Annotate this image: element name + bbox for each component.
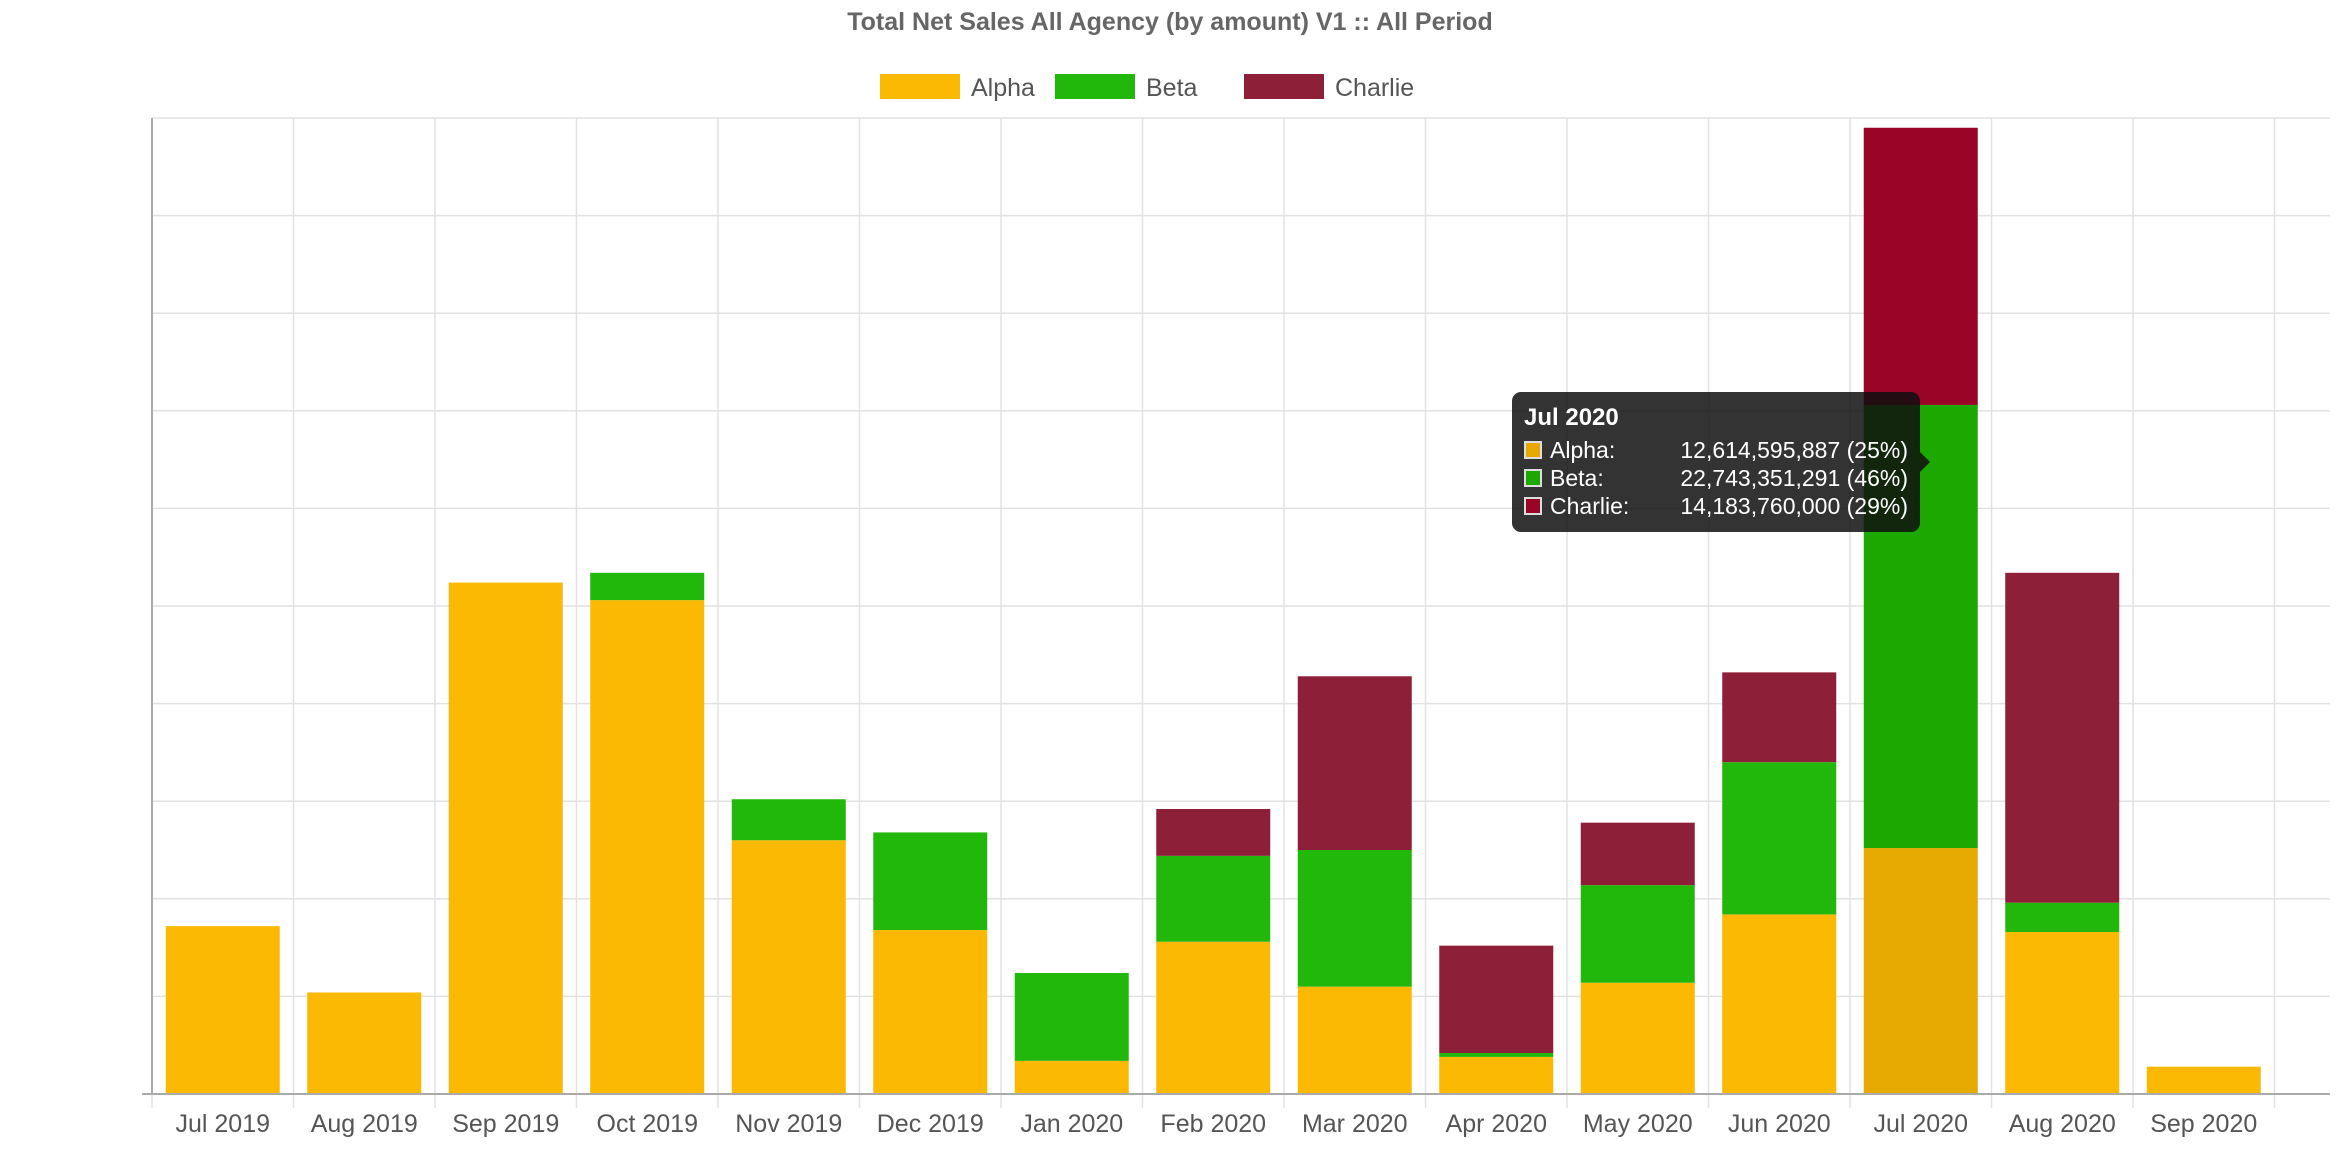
bar-alpha-jul-2020[interactable] — [1863, 848, 1978, 1094]
bar-alpha-dec-2019[interactable] — [873, 930, 988, 1094]
axes — [142, 118, 2330, 1095]
bar-beta-may-2020[interactable] — [1580, 885, 1695, 983]
tooltip-pointer — [1920, 452, 1930, 472]
tooltip-row-alpha: Alpha: 12,614,595,887 (25%) — [1524, 436, 1908, 464]
legend-label-alpha[interactable]: Alpha — [971, 74, 1035, 102]
tooltip-label-charlie: Charlie: — [1550, 493, 1630, 519]
x-tick-label: Jul 2020 — [1873, 1110, 1968, 1138]
bar-charlie-jun-2020[interactable] — [1722, 672, 1837, 763]
x-tick-label: Sep 2019 — [452, 1110, 559, 1138]
bar-beta-jun-2020[interactable] — [1722, 762, 1837, 915]
bars — [165, 127, 2261, 1094]
legend-label-charlie[interactable]: Charlie — [1335, 74, 1414, 102]
x-tick-label: Apr 2020 — [1446, 1110, 1547, 1138]
tooltip-swatch-charlie — [1524, 497, 1542, 515]
tooltip: Jul 2020 Alpha: 12,614,595,887 (25%) Bet… — [1512, 392, 1920, 532]
x-tick-label: Aug 2019 — [311, 1110, 418, 1138]
x-tick-label: Sep 2020 — [2150, 1110, 2257, 1138]
bar-charlie-aug-2020[interactable] — [2005, 572, 2120, 903]
x-tick-label: Nov 2019 — [735, 1110, 842, 1138]
tooltip-title: Jul 2020 — [1524, 404, 1619, 431]
tooltip-row-charlie: Charlie: 14,183,760,000 (29%) — [1524, 492, 1908, 520]
tooltip-row-beta: Beta: 22,743,351,291 (46%) — [1524, 464, 1908, 492]
bar-alpha-sep-2019[interactable] — [448, 582, 563, 1094]
tooltip-value-alpha: 12,614,595,887 (25%) — [1680, 437, 1908, 463]
bar-beta-nov-2019[interactable] — [731, 799, 846, 841]
x-tick-label: Dec 2019 — [877, 1110, 984, 1138]
x-tick-label: Oct 2019 — [597, 1110, 698, 1138]
x-tick-label: Aug 2020 — [2009, 1110, 2116, 1138]
bar-alpha-nov-2019[interactable] — [731, 840, 846, 1094]
bar-alpha-sep-2020[interactable] — [2146, 1066, 2261, 1094]
bar-alpha-jan-2020[interactable] — [1014, 1060, 1129, 1094]
x-tick-label: Jan 2020 — [1020, 1110, 1123, 1138]
bar-charlie-mar-2020[interactable] — [1297, 676, 1412, 850]
bar-alpha-aug-2019[interactable] — [307, 992, 422, 1094]
legend-swatch-beta[interactable] — [1055, 74, 1135, 99]
bar-beta-oct-2019[interactable] — [590, 572, 705, 601]
chart-title: Total Net Sales All Agency (by amount) V… — [847, 8, 1492, 36]
bar-alpha-feb-2020[interactable] — [1156, 941, 1271, 1094]
legend-swatch-charlie[interactable] — [1244, 74, 1324, 99]
bar-charlie-feb-2020[interactable] — [1156, 809, 1271, 856]
x-axis-tick-labels: Jul 2019 Aug 2019 Sep 2019 Oct 2019 Nov 2019… — [175, 1110, 2257, 1138]
tooltip-value-beta: 22,743,351,291 (46%) — [1680, 465, 1908, 491]
bar-alpha-jul-2019[interactable] — [165, 926, 280, 1094]
tooltip-swatch-beta — [1524, 469, 1542, 487]
bar-charlie-jul-2020[interactable] — [1863, 127, 1978, 405]
bar-alpha-mar-2020[interactable] — [1297, 986, 1412, 1094]
x-tick-label: Jun 2020 — [1728, 1110, 1831, 1138]
bar-beta-apr-2020[interactable] — [1439, 1053, 1554, 1057]
tooltip-value-charlie: 14,183,760,000 (29%) — [1680, 493, 1908, 519]
bar-alpha-may-2020[interactable] — [1580, 982, 1695, 1094]
x-tick-label: Jul 2019 — [175, 1110, 270, 1138]
x-tick-label: Feb 2020 — [1160, 1110, 1266, 1138]
bar-beta-feb-2020[interactable] — [1156, 855, 1271, 942]
bar-beta-aug-2020[interactable] — [2005, 902, 2120, 932]
bar-beta-mar-2020[interactable] — [1297, 850, 1412, 987]
bar-beta-jan-2020[interactable] — [1014, 972, 1129, 1061]
bar-alpha-oct-2019[interactable] — [590, 600, 705, 1094]
bar-alpha-apr-2020[interactable] — [1439, 1056, 1554, 1094]
bar-charlie-apr-2020[interactable] — [1439, 945, 1554, 1054]
tooltip-swatch-alpha — [1524, 441, 1542, 459]
x-tick-label: May 2020 — [1583, 1110, 1693, 1138]
tooltip-label-beta: Beta: — [1550, 465, 1604, 491]
legend: Alpha Beta Charlie — [880, 74, 1414, 102]
x-tick-label: Mar 2020 — [1302, 1110, 1408, 1138]
bar-charlie-may-2020[interactable] — [1580, 822, 1695, 886]
legend-swatch-alpha[interactable] — [880, 74, 960, 99]
tooltip-label-alpha: Alpha: — [1550, 437, 1616, 463]
bar-beta-dec-2019[interactable] — [873, 832, 988, 931]
bar-alpha-jun-2020[interactable] — [1722, 914, 1837, 1094]
legend-label-beta[interactable]: Beta — [1146, 74, 1198, 102]
bar-alpha-aug-2020[interactable] — [2005, 931, 2120, 1094]
